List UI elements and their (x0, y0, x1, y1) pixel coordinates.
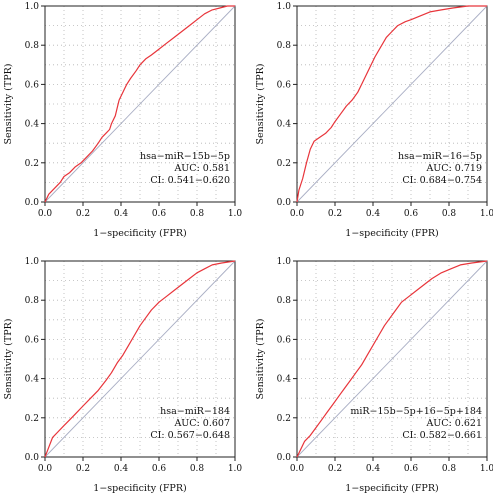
y-tick-label: 1.0 (277, 2, 292, 12)
y-axis-title: Sensitivity (TPR) (255, 64, 266, 145)
grid (297, 6, 487, 202)
x-tick-label: 0.4 (366, 209, 381, 219)
roc-panel-3: 0.0 0.2 0.4 0.6 0.8 1.0 0.0 0.2 0.4 0.6 0.8 1.0 1−sp… (3, 257, 242, 494)
y-tick-label: 0.8 (277, 296, 292, 306)
x-tick-label: 0.8 (442, 464, 457, 474)
roc-curve (296, 260, 488, 458)
plot-frame (44, 260, 236, 458)
annotation-line-1: hsa−miR−15b−5p (140, 151, 230, 162)
roc-curve (296, 5, 487, 203)
x-tick-label: 1.0 (480, 464, 493, 474)
x-tick-label: 0.0 (38, 464, 53, 474)
y-tick-label: 0.4 (277, 120, 292, 130)
annotation-line-1: hsa−miR−184 (160, 406, 230, 417)
reference-diagonal (44, 5, 236, 203)
y-axis-title: Sensitivity (TPR) (3, 319, 14, 400)
y-axis-title: Sensitivity (TPR) (255, 319, 266, 400)
plot-frame (44, 5, 236, 203)
x-tick-label: 0.8 (442, 209, 457, 219)
x-axis-title: 1−specificity (FPR) (93, 228, 186, 239)
x-tick-label: 0.4 (114, 464, 129, 474)
roc-panel-2: 0.0 0.2 0.4 0.6 0.8 1.0 0.0 0.2 0.4 0.6 0.8 1.0 1−sp… (255, 2, 493, 239)
annotation-line-1: hsa−miR−16−5p (398, 151, 482, 162)
y-tick-label: 0.0 (277, 198, 292, 208)
roc-curve (44, 260, 236, 458)
x-tick-label: 0.6 (404, 464, 419, 474)
x-axis-title: 1−specificity (FPR) (345, 228, 438, 239)
x-tick-label: 0.2 (76, 209, 90, 219)
y-tick-label: 0.4 (25, 120, 40, 130)
y-tick-label: 0.4 (277, 375, 292, 385)
x-tick-label: 0.0 (290, 464, 305, 474)
y-axis-title: Sensitivity (TPR) (3, 64, 14, 145)
annotation-line-1: miR−15b−5p+16−5p+184 (350, 406, 482, 417)
reference-diagonal (296, 260, 488, 458)
x-tick-label: 1.0 (228, 464, 243, 474)
x-tick-label: 0.2 (328, 464, 342, 474)
y-tick-label: 0.0 (277, 453, 292, 463)
plot-frame (296, 260, 488, 458)
y-tick-label: 0.2 (25, 159, 39, 169)
x-axis-title: 1−specificity (FPR) (93, 483, 186, 494)
annotation-line-2: AUC: 0.581 (173, 163, 230, 174)
annotation-line-3: CI: 0.567−0.648 (150, 430, 230, 441)
y-tick-label: 0.0 (25, 453, 40, 463)
grid (297, 261, 487, 457)
x-tick-label: 0.0 (38, 209, 53, 219)
annotation-line-3: CI: 0.684−0.754 (402, 175, 482, 186)
annotation-line-3: CI: 0.582−0.661 (402, 430, 482, 441)
y-tick-label: 0.6 (277, 335, 292, 345)
x-tick-label: 0.4 (114, 209, 129, 219)
x-tick-label: 0.8 (190, 209, 205, 219)
y-tick-label: 0.4 (25, 375, 40, 385)
y-tick-label: 1.0 (277, 257, 292, 267)
y-tick-label: 0.8 (25, 41, 40, 51)
x-tick-label: 1.0 (480, 209, 493, 219)
x-axis-title: 1−specificity (FPR) (345, 483, 438, 494)
y-tick-label: 0.8 (25, 296, 40, 306)
grid (45, 6, 235, 202)
reference-diagonal (44, 260, 236, 458)
annotation-line-3: CI: 0.541−0.620 (150, 175, 230, 186)
x-tick-label: 0.2 (328, 209, 342, 219)
x-tick-label: 1.0 (228, 209, 243, 219)
y-tick-label: 0.6 (277, 80, 292, 90)
x-tick-label: 0.8 (190, 464, 205, 474)
plot-frame (296, 5, 488, 203)
y-tick-label: 0.2 (277, 159, 291, 169)
y-tick-label: 1.0 (25, 257, 40, 267)
x-tick-label: 0.0 (290, 209, 305, 219)
grid (45, 261, 235, 457)
y-tick-label: 0.2 (25, 414, 39, 424)
y-tick-label: 0.6 (25, 335, 40, 345)
x-tick-label: 0.6 (152, 209, 167, 219)
annotation-line-2: AUC: 0.719 (425, 163, 482, 174)
roc-panel-4: 0.0 0.2 0.4 0.6 0.8 1.0 0.0 0.2 0.4 0.6 0.8 1.0 1−sp… (255, 257, 493, 494)
annotation-line-2: AUC: 0.621 (425, 418, 482, 429)
x-tick-label: 0.6 (404, 209, 419, 219)
y-tick-label: 0.2 (277, 414, 291, 424)
x-tick-label: 0.4 (366, 464, 381, 474)
x-tick-label: 0.6 (152, 464, 167, 474)
y-tick-label: 0.8 (277, 41, 292, 51)
y-tick-label: 0.6 (25, 80, 40, 90)
roc-panel-1: 0.0 0.2 0.4 0.6 0.8 1.0 0.0 0.2 0.4 0.6 0.8 1.0 1−sp… (3, 2, 242, 239)
roc-curve (44, 5, 235, 203)
x-tick-label: 0.2 (76, 464, 90, 474)
y-tick-label: 0.0 (25, 198, 40, 208)
y-tick-label: 1.0 (25, 2, 40, 12)
annotation-line-2: AUC: 0.607 (173, 418, 230, 429)
reference-diagonal (296, 5, 488, 203)
